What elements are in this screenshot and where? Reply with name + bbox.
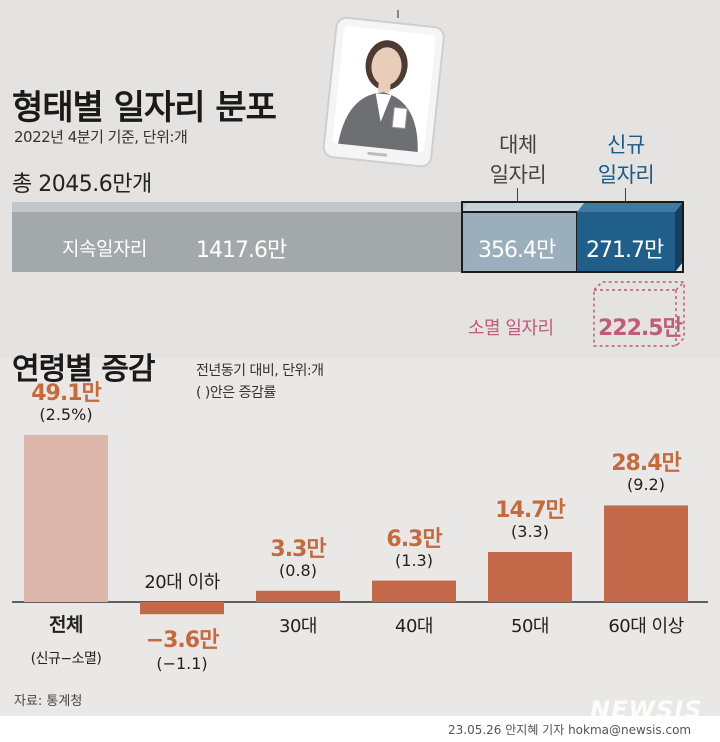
replaced-label-line1: 대체 <box>499 133 537 157</box>
replaced-bar-top <box>462 202 585 212</box>
replaced-value: 356.4만 <box>478 238 556 263</box>
age-note-line1: 전년동기 대비, 단위:개 <box>196 363 324 379</box>
replaced-jobs-label: 대체 일자리 <box>478 130 558 190</box>
rate-label-5: (9.2) <box>627 475 665 495</box>
replaced-label-line2: 일자리 <box>489 163 547 187</box>
bar-0 <box>24 435 108 602</box>
source-text: 자료: 통계청 <box>14 694 83 709</box>
lost-jobs-value: 222.5만 <box>598 316 683 341</box>
page-title: 형태별 일자리 분포 <box>12 88 277 128</box>
total-jobs: 총 2045.6만개 <box>12 172 152 197</box>
bar-3 <box>372 580 456 602</box>
id-badge-icon <box>391 106 408 130</box>
sustained-segment <box>12 212 462 272</box>
category-label-2: 30대 <box>279 616 317 637</box>
rate-label-1: (−1.1) <box>156 654 208 674</box>
rate-label-4: (3.3) <box>511 522 549 542</box>
bar-1 <box>140 602 224 615</box>
basis-note: 2022년 4분기 기준, 단위:개 <box>14 128 188 146</box>
value-label-2: 3.3만 <box>270 536 326 562</box>
new-value: 271.7만 <box>586 238 664 263</box>
rate-label-3: (1.3) <box>395 550 433 570</box>
category-note: (신규−소멸) <box>30 651 102 667</box>
bar-2 <box>256 590 340 602</box>
card-slot <box>367 151 388 157</box>
sustained-bar-top <box>12 202 470 212</box>
category-label-5: 60대 이상 <box>608 616 684 637</box>
new-label-line2: 일자리 <box>597 163 655 187</box>
bar-4 <box>488 552 572 602</box>
category-label-3: 40대 <box>395 616 433 637</box>
new-jobs-outline <box>461 201 684 273</box>
new-label-line1: 신규 <box>607 133 645 157</box>
sustained-label: 지속일자리 <box>62 238 147 260</box>
value-label-1: −3.6만 <box>145 628 220 654</box>
category-label-0: 전체 <box>49 614 83 636</box>
lost-box-edge-corner <box>675 281 685 291</box>
age-note-line2: ( )안은 증감률 <box>196 385 276 401</box>
credit-text: 23.05.26 안지혜 기자 hokma@newsis.com <box>448 723 692 737</box>
sustained-value: 1417.6만 <box>196 238 287 263</box>
age-section-title: 연령별 증감 <box>12 352 155 387</box>
footer-background <box>0 716 720 742</box>
new-jobs-label: 신규 일자리 <box>586 130 666 190</box>
rate-label-0: (2.5%) <box>39 405 93 425</box>
lost-jobs-box <box>593 281 685 347</box>
worker-illustration <box>322 10 445 168</box>
rate-label-2: (0.8) <box>279 560 317 580</box>
distribution-bar <box>12 201 685 347</box>
bottom-section-background <box>0 358 720 716</box>
new-bar-side <box>675 202 683 272</box>
face-shape <box>371 47 402 86</box>
lost-jobs-label: 소멸 일자리 <box>468 318 554 339</box>
new-segment <box>577 212 675 272</box>
value-label-0: 49.1만 <box>31 381 102 407</box>
neck-shape <box>377 81 391 93</box>
value-label-4: 14.7만 <box>495 498 566 524</box>
value-label-5: 28.4만 <box>611 451 682 477</box>
category-label-1: 20대 이하 <box>144 572 220 593</box>
collar-shape <box>375 93 392 122</box>
new-bar-top <box>577 202 683 212</box>
value-label-3: 6.3만 <box>386 526 442 552</box>
category-label-4: 50대 <box>511 616 549 637</box>
watermark-text: NEWSIS <box>590 696 703 724</box>
bar-5 <box>604 505 688 602</box>
jacket-shape <box>338 92 418 152</box>
